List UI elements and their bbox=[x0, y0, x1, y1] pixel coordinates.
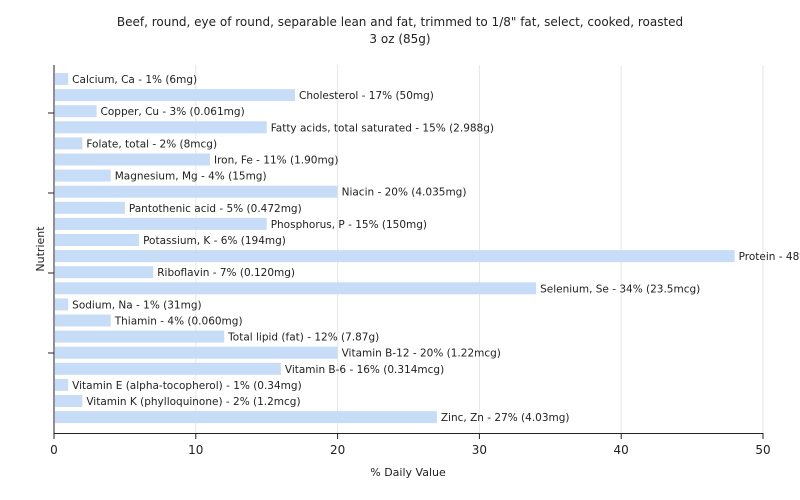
bar-label-21: Zinc, Zn - 27% (4.03mg) bbox=[441, 412, 570, 424]
bar-label-7: Niacin - 20% (4.035mg) bbox=[342, 187, 467, 199]
bar-label-10: Potassium, K - 6% (194mg) bbox=[143, 235, 286, 247]
x-tick-label-5: 50 bbox=[755, 443, 770, 457]
bar-label-13: Selenium, Se - 34% (23.5mcg) bbox=[540, 283, 700, 295]
bar-label-8: Pantothenic acid - 5% (0.472mg) bbox=[129, 203, 302, 215]
bar-9 bbox=[55, 217, 267, 230]
bar-label-2: Copper, Cu - 3% (0.061mg) bbox=[101, 106, 245, 118]
grid-lines bbox=[195, 65, 764, 433]
bar-3 bbox=[55, 121, 267, 134]
bar-4 bbox=[55, 137, 83, 150]
x-tick-label-1: 10 bbox=[188, 443, 203, 457]
bar-label-16: Total lipid (fat) - 12% (7.87g) bbox=[227, 332, 379, 344]
bar-16 bbox=[55, 330, 225, 343]
bar-14 bbox=[55, 298, 69, 311]
bar-15 bbox=[55, 314, 111, 327]
bar-7 bbox=[55, 185, 338, 198]
bar-label-1: Cholesterol - 17% (50mg) bbox=[299, 90, 434, 102]
bar-8 bbox=[55, 201, 125, 214]
bar-17 bbox=[55, 346, 338, 359]
bar-5 bbox=[55, 153, 210, 166]
bar-2 bbox=[55, 105, 97, 118]
bar-11 bbox=[55, 250, 735, 263]
bar-12 bbox=[55, 266, 154, 279]
x-tick-label-4: 40 bbox=[614, 443, 629, 457]
x-tick-label-0: 0 bbox=[50, 443, 58, 457]
bars: Calcium, Ca - 1% (6mg) Cholesterol - 17% … bbox=[55, 73, 800, 424]
bar-label-19: Vitamin E (alpha-tocopherol) - 1% (0.34m… bbox=[72, 380, 302, 392]
bar-label-9: Phosphorus, P - 15% (150mg) bbox=[271, 219, 427, 231]
chart-subtitle: 3 oz (85g) bbox=[369, 32, 431, 46]
bar-label-0: Calcium, Ca - 1% (6mg) bbox=[72, 74, 197, 86]
bar-label-20: Vitamin K (phylloquinone) - 2% (1.2mcg) bbox=[86, 396, 300, 408]
x-tick-label-2: 20 bbox=[330, 443, 345, 457]
bar-label-4: Folate, total - 2% (8mcg) bbox=[86, 138, 217, 150]
chart-title: Beef, round, eye of round, separable lea… bbox=[116, 15, 684, 29]
bar-label-18: Vitamin B-6 - 16% (0.314mcg) bbox=[285, 364, 444, 376]
x-axis-label: % Daily Value bbox=[370, 466, 446, 479]
tick-labels: 0 10 20 30 40 50 bbox=[50, 443, 770, 457]
axes bbox=[48, 65, 764, 439]
bar-label-6: Magnesium, Mg - 4% (15mg) bbox=[115, 171, 267, 183]
bar-label-15: Thiamin - 4% (0.060mg) bbox=[114, 316, 243, 328]
bar-label-12: Riboflavin - 7% (0.120mg) bbox=[157, 267, 295, 279]
bar-19 bbox=[55, 378, 69, 391]
bar-13 bbox=[55, 282, 537, 295]
bar-1 bbox=[55, 89, 296, 102]
bar-label-14: Sodium, Na - 1% (31mg) bbox=[72, 299, 201, 311]
bar-label-11: Protein - 48% (23.91g) bbox=[739, 251, 800, 263]
bar-6 bbox=[55, 169, 111, 182]
bar-label-3: Fatty acids, total saturated - 15% (2.98… bbox=[271, 122, 494, 134]
bar-18 bbox=[55, 362, 281, 375]
bar-0 bbox=[55, 73, 69, 85]
y-axis-label: Nutrient bbox=[34, 226, 47, 272]
bar-20 bbox=[55, 395, 83, 407]
bar-label-17: Vitamin B-12 - 20% (1.22mcg) bbox=[342, 348, 501, 360]
bar-10 bbox=[55, 234, 140, 246]
bar-21 bbox=[55, 411, 437, 424]
bar-label-5: Iron, Fe - 11% (1.90mg) bbox=[214, 155, 338, 167]
x-tick-label-3: 30 bbox=[472, 443, 487, 457]
